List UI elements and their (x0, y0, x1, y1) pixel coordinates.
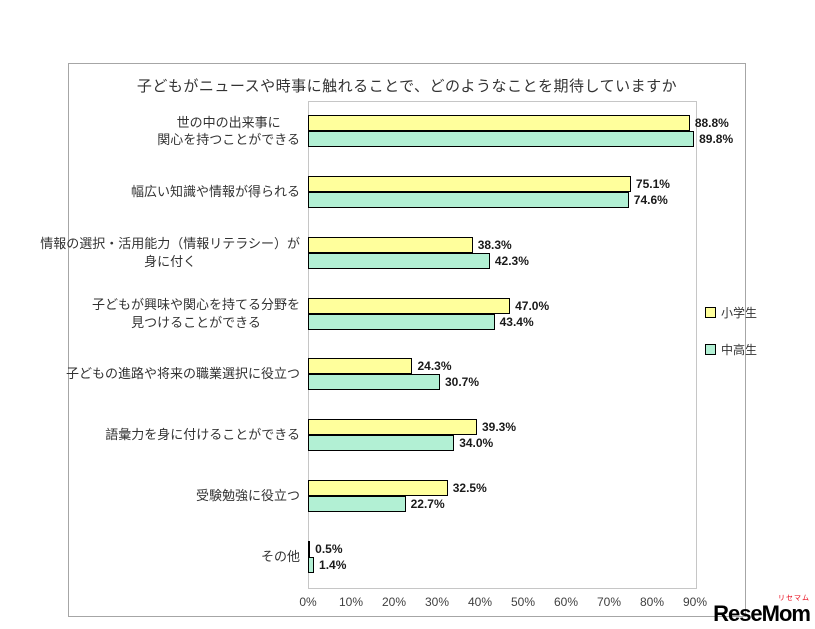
bar-elementary (308, 358, 413, 375)
category-label: 受験勉強に役立つ (195, 487, 300, 503)
chart-box: 子どもがニュースや時事に触れることで、どのようなことを期待していますか 世の中の… (40, 63, 757, 618)
legend-swatch-secondary (705, 344, 716, 355)
x-tick-label: 80% (639, 595, 665, 609)
value-label-elementary: 32.5% (452, 480, 487, 495)
value-label-secondary: 74.6% (633, 193, 668, 208)
legend-label-elementary: 小学生 (721, 306, 758, 320)
chart-rows: 世の中の出来事に 関心を持つことができる 88.8% 89.8% 幅広い知識や情報が得ら… (40, 64, 747, 618)
resemom-ruby-text: リセマム (778, 595, 810, 602)
category-label: 世の中の出来事に 関心を持つことができる (157, 114, 300, 148)
value-label-elementary: 38.3% (477, 237, 512, 252)
value-label-secondary: 1.4% (319, 557, 347, 572)
value-label-elementary: 75.1% (635, 177, 670, 192)
legend-swatch-elementary (705, 307, 716, 318)
value-label-elementary: 39.3% (481, 420, 517, 435)
value-label-secondary: 42.3% (494, 253, 529, 268)
value-label-secondary: 34.0% (459, 436, 494, 451)
x-tick-label: 0% (299, 595, 317, 609)
legend: 小学生 中高生 (705, 304, 757, 358)
bar-secondary (308, 192, 629, 209)
bar-secondary (308, 313, 495, 330)
category-label: その他 (260, 548, 300, 564)
value-label-secondary: 89.8% (699, 132, 734, 147)
bar-elementary (308, 419, 477, 436)
value-label-elementary: 24.3% (417, 359, 452, 374)
chart-title: 子どもがニュースや時事に触れることで、どのようなことを期待していますか (136, 78, 678, 95)
bar-secondary (308, 435, 455, 452)
category-label: 子どもの進路や将来の職業選択に役立つ (65, 366, 300, 382)
value-label-elementary: 47.0% (515, 298, 550, 313)
x-axis-ticks: 0% 10% 20% 30% 40% 50% 60% 70% 80% 90% (69, 64, 747, 618)
bar-secondary (308, 495, 406, 512)
resemom-logo-text: ReseMom (713, 601, 811, 626)
category-label: 幅広い知識や情報が得られる (130, 184, 300, 200)
x-tick-label: 50% (510, 595, 536, 609)
bar-secondary (308, 556, 315, 573)
x-tick-label: 40% (467, 595, 493, 609)
bar-elementary (308, 479, 448, 496)
bar-secondary (308, 252, 490, 269)
category-label: 子どもが興味や関心を持てる分野を 見つけることができる (91, 297, 300, 330)
category-label: 語彙力を身に付けることができる (105, 427, 300, 443)
value-label-secondary: 43.4% (499, 314, 534, 329)
bar-elementary (308, 297, 511, 314)
legend-label-secondary: 中高生 (721, 343, 758, 357)
x-tick-label: 20% (381, 595, 407, 609)
legend-item-secondary: 中高生 (705, 341, 757, 358)
category-label: 情報の選択・活用能力（情報リテラシー）が 身に付く (40, 236, 300, 269)
x-tick-label: 60% (553, 595, 579, 609)
bar-secondary (308, 131, 695, 148)
x-tick-label: 30% (424, 595, 450, 609)
value-label-secondary: 22.7% (410, 496, 445, 511)
x-tick-label: 10% (338, 595, 364, 609)
x-tick-label: 90% (682, 595, 708, 609)
x-tick-label: 70% (596, 595, 622, 609)
value-label-elementary: 0.5% (315, 541, 343, 556)
bar-secondary (308, 374, 440, 391)
bar-elementary (308, 540, 311, 557)
bar-elementary (308, 236, 473, 253)
value-label-secondary: 30.7% (445, 375, 480, 390)
bar-elementary (308, 176, 631, 193)
bar-elementary (308, 115, 690, 132)
legend-item-elementary: 小学生 (705, 304, 757, 321)
resemom-logo: リセマム ReseMom (713, 595, 811, 626)
value-label-elementary: 88.8% (694, 116, 729, 131)
